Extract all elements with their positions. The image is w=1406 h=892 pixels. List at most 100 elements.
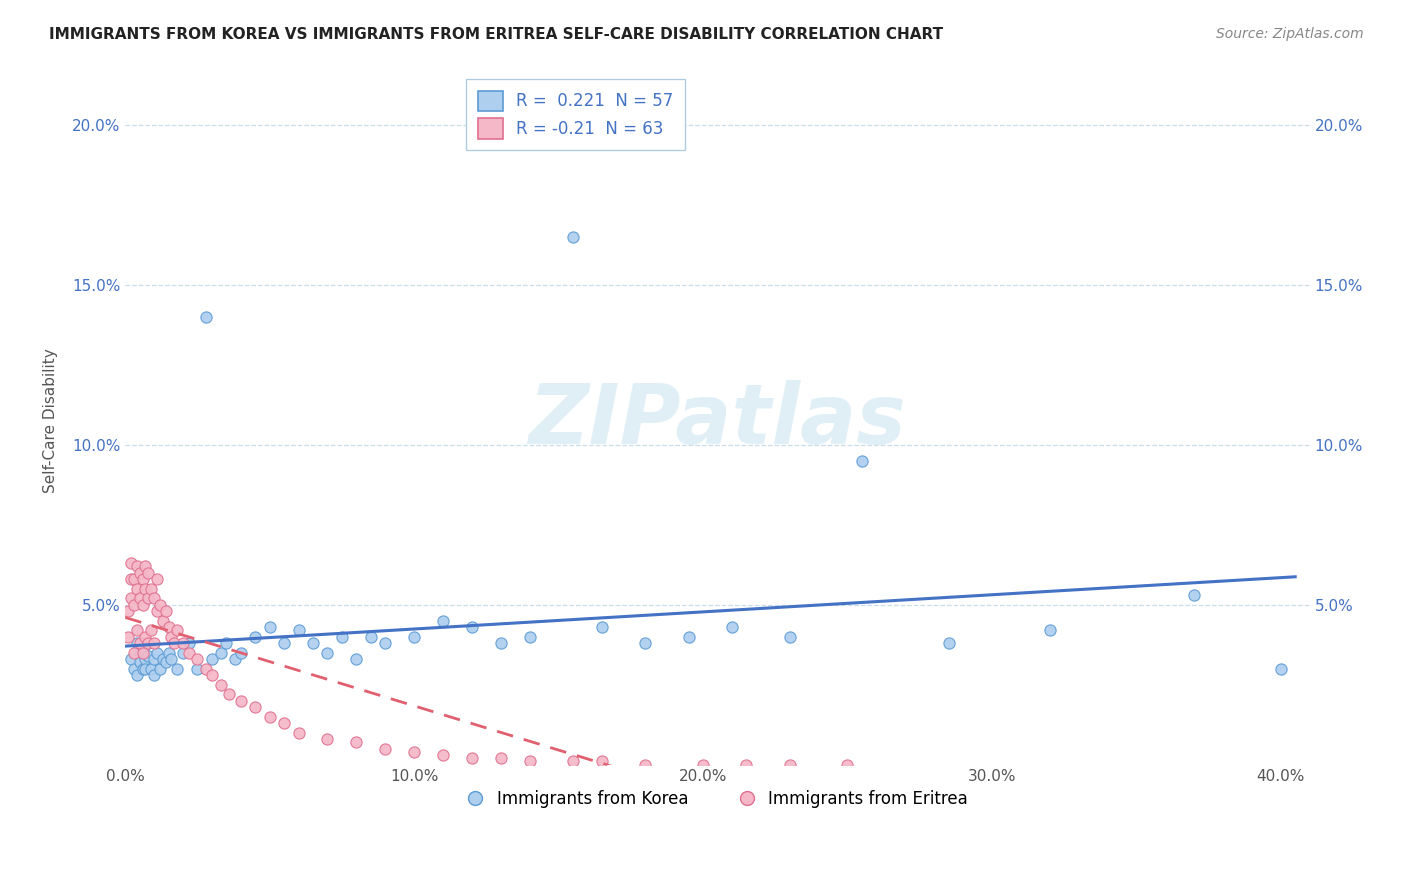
Point bbox=[692, 757, 714, 772]
Point bbox=[779, 757, 801, 772]
Point bbox=[134, 630, 156, 644]
Point bbox=[157, 646, 180, 660]
Point bbox=[591, 754, 613, 768]
Point bbox=[152, 652, 174, 666]
Point bbox=[938, 636, 960, 650]
Point bbox=[131, 642, 153, 657]
Point bbox=[138, 591, 160, 606]
Point bbox=[134, 582, 156, 596]
Point bbox=[141, 582, 163, 596]
Point bbox=[134, 559, 156, 574]
Point bbox=[131, 662, 153, 676]
Point bbox=[229, 646, 252, 660]
Point bbox=[166, 662, 188, 676]
Point bbox=[141, 624, 163, 638]
Point bbox=[218, 687, 240, 701]
Point bbox=[224, 652, 246, 666]
Point bbox=[166, 624, 188, 638]
Point bbox=[519, 630, 541, 644]
Point bbox=[177, 646, 200, 660]
Point bbox=[146, 572, 169, 586]
Point bbox=[316, 646, 339, 660]
Point bbox=[138, 636, 160, 650]
Point bbox=[432, 614, 454, 628]
Point bbox=[209, 678, 232, 692]
Point bbox=[330, 630, 353, 644]
Point bbox=[209, 646, 232, 660]
Point bbox=[1270, 662, 1292, 676]
Point bbox=[125, 559, 148, 574]
Point bbox=[1039, 624, 1062, 638]
Point bbox=[432, 747, 454, 762]
Point bbox=[186, 662, 208, 676]
Point bbox=[143, 652, 166, 666]
Point bbox=[316, 731, 339, 746]
Point bbox=[851, 454, 873, 468]
Point bbox=[519, 754, 541, 768]
Point bbox=[138, 648, 160, 663]
Text: ZIPatlas: ZIPatlas bbox=[529, 381, 907, 461]
Point bbox=[302, 636, 325, 650]
Point bbox=[273, 636, 295, 650]
Point bbox=[128, 591, 150, 606]
Point bbox=[125, 668, 148, 682]
Point bbox=[138, 566, 160, 580]
Point bbox=[131, 572, 153, 586]
Text: Source: ZipAtlas.com: Source: ZipAtlas.com bbox=[1216, 27, 1364, 41]
Point bbox=[489, 751, 512, 765]
Point bbox=[120, 591, 142, 606]
Point bbox=[374, 636, 396, 650]
Point bbox=[259, 620, 281, 634]
Point bbox=[125, 582, 148, 596]
Point bbox=[138, 636, 160, 650]
Point bbox=[163, 636, 186, 650]
Point bbox=[120, 572, 142, 586]
Point bbox=[562, 754, 585, 768]
Point bbox=[344, 735, 367, 749]
Point bbox=[152, 614, 174, 628]
Point bbox=[149, 662, 172, 676]
Point bbox=[287, 725, 309, 739]
Point bbox=[134, 652, 156, 666]
Point bbox=[735, 757, 758, 772]
Point bbox=[125, 624, 148, 638]
Point bbox=[134, 662, 156, 676]
Point bbox=[229, 693, 252, 707]
Point bbox=[779, 630, 801, 644]
Point bbox=[155, 655, 177, 669]
Point bbox=[160, 630, 183, 644]
Point bbox=[141, 662, 163, 676]
Point bbox=[131, 598, 153, 612]
Point bbox=[273, 716, 295, 731]
Point bbox=[195, 310, 218, 325]
Text: IMMIGRANTS FROM KOREA VS IMMIGRANTS FROM ERITREA SELF-CARE DISABILITY CORRELATIO: IMMIGRANTS FROM KOREA VS IMMIGRANTS FROM… bbox=[49, 27, 943, 42]
Point bbox=[117, 604, 139, 618]
Point bbox=[678, 630, 700, 644]
Point bbox=[215, 636, 238, 650]
Point bbox=[146, 604, 169, 618]
Point bbox=[177, 636, 200, 650]
Point bbox=[117, 630, 139, 644]
Point bbox=[461, 620, 484, 634]
Point bbox=[634, 757, 657, 772]
Point bbox=[131, 646, 153, 660]
Point bbox=[155, 604, 177, 618]
Point bbox=[721, 620, 744, 634]
Point bbox=[172, 636, 194, 650]
Point bbox=[360, 630, 382, 644]
Point bbox=[122, 662, 145, 676]
Point bbox=[122, 572, 145, 586]
Point bbox=[245, 630, 267, 644]
Point bbox=[128, 566, 150, 580]
Point bbox=[404, 630, 426, 644]
Point bbox=[461, 751, 484, 765]
Point bbox=[287, 624, 309, 638]
Y-axis label: Self-Care Disability: Self-Care Disability bbox=[44, 349, 58, 493]
Point bbox=[245, 700, 267, 714]
Point bbox=[562, 230, 585, 244]
Point bbox=[128, 646, 150, 660]
Point bbox=[122, 598, 145, 612]
Point bbox=[837, 757, 859, 772]
Point bbox=[344, 652, 367, 666]
Point bbox=[634, 636, 657, 650]
